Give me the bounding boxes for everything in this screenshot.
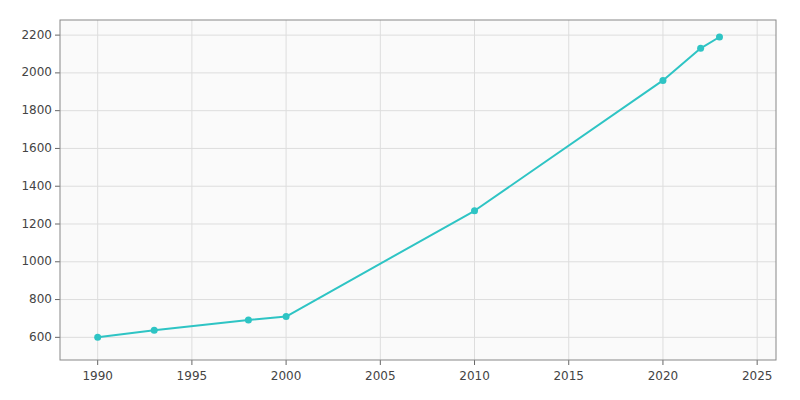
x-tick-label: 1990 [82,369,113,383]
y-tick-label: 1200 [21,217,52,231]
grid [60,20,776,360]
y-grid-line [60,35,776,36]
x-tick [757,360,758,365]
x-tick-label: 2005 [365,369,396,383]
point [716,34,723,41]
y-tick-label: 600 [29,330,52,344]
x-grid-line [286,20,287,360]
y-grid-line [60,186,776,187]
y-tick [55,72,60,73]
point [697,45,704,52]
y-grid-line [60,110,776,111]
y-tick [55,148,60,149]
point [659,77,666,84]
x-tick [286,360,287,365]
y-tick-label: 800 [29,292,52,306]
plot-background [60,20,776,360]
x-tick [474,360,475,365]
point [94,334,101,341]
y-tick-label: 2000 [21,65,52,79]
x-grid-line [474,20,475,360]
x-tick [380,360,381,365]
y-tick [55,299,60,300]
axes: 600 800 1000 1200 1400 1600 1800 2000 2200 1990 19… [21,28,772,383]
plot-frame [60,20,776,360]
x-tick-label: 2015 [553,369,584,383]
x-grid-line [568,20,569,360]
y-tick [55,261,60,262]
point [471,207,478,214]
y-tick [55,224,60,225]
y-tick-label: 1600 [21,141,52,155]
y-tick-label: 1800 [21,103,52,117]
x-grid-line [757,20,758,360]
x-grid-line [380,20,381,360]
point [151,327,158,334]
x-tick [568,360,569,365]
y-tick [55,186,60,187]
x-tick-label: 2025 [742,369,773,383]
y-tick [55,35,60,36]
y-tick [55,337,60,338]
y-tick-label: 1000 [21,254,52,268]
y-grid-line [60,148,776,149]
line [98,37,720,337]
x-grid-line [662,20,663,360]
x-tick-label: 2020 [648,369,679,383]
x-tick [191,360,192,365]
x-tick-label: 2010 [459,369,490,383]
y-grid-line [60,261,776,262]
x-tick-label: 1995 [177,369,208,383]
y-grid-line [60,72,776,73]
x-grid-line [97,20,98,360]
point [245,316,252,323]
x-tick [97,360,98,365]
y-tick-label: 1400 [21,179,52,193]
y-tick [55,110,60,111]
series [94,34,723,341]
x-grid-line [191,20,192,360]
chart-svg: 600 800 1000 1200 1400 1600 1800 2000 2200 1990 19… [0,0,800,400]
chart-container: 600 800 1000 1200 1400 1600 1800 2000 2200 1990 19… [0,0,800,400]
y-grid-line [60,224,776,225]
x-tick [662,360,663,365]
y-grid-line [60,299,776,300]
y-tick-label: 2200 [21,28,52,42]
point [283,313,290,320]
x-tick-label: 2000 [271,369,302,383]
y-grid-line [60,337,776,338]
